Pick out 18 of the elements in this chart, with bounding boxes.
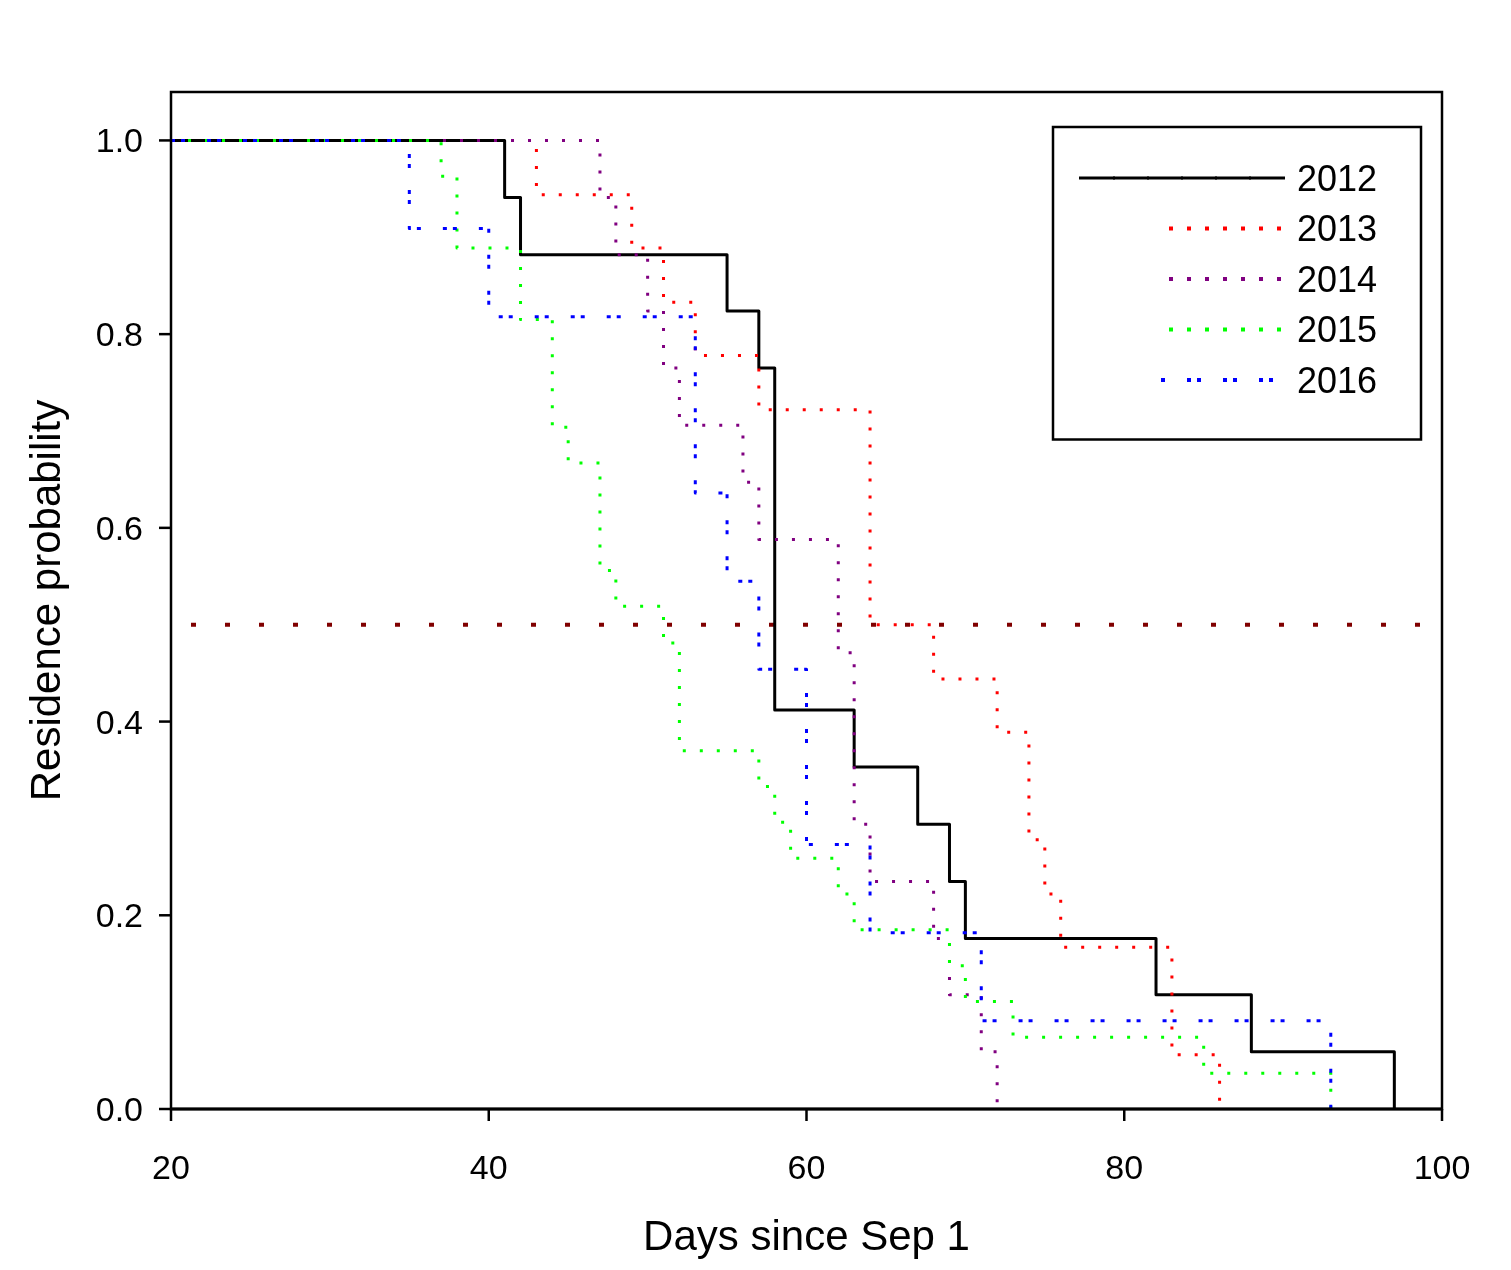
y-tick-label: 1.0 bbox=[95, 121, 143, 160]
x-tick-label: 80 bbox=[1105, 1148, 1144, 1186]
y-tick-label: 0.4 bbox=[95, 702, 143, 741]
legend-label: 2013 bbox=[1297, 208, 1378, 249]
legend-label: 2016 bbox=[1297, 359, 1378, 401]
y-tick-label: 0.2 bbox=[95, 896, 143, 935]
x-axis-title: Days since Sep 1 bbox=[643, 1212, 970, 1259]
legend-label: 2014 bbox=[1297, 258, 1378, 300]
x-tick-label: 20 bbox=[152, 1148, 190, 1186]
x-tick-label: 100 bbox=[1413, 1148, 1471, 1186]
y-tick-label: 0.6 bbox=[95, 508, 143, 547]
y-axis-title: Residence probability bbox=[22, 399, 69, 802]
y-tick-label: 0.8 bbox=[95, 315, 143, 354]
x-tick-label: 40 bbox=[469, 1148, 508, 1186]
legend-label: 2015 bbox=[1297, 309, 1378, 350]
x-tick-label: 60 bbox=[787, 1148, 826, 1186]
legend-label: 2012 bbox=[1297, 157, 1378, 199]
y-tick-label: 0.0 bbox=[95, 1090, 143, 1128]
